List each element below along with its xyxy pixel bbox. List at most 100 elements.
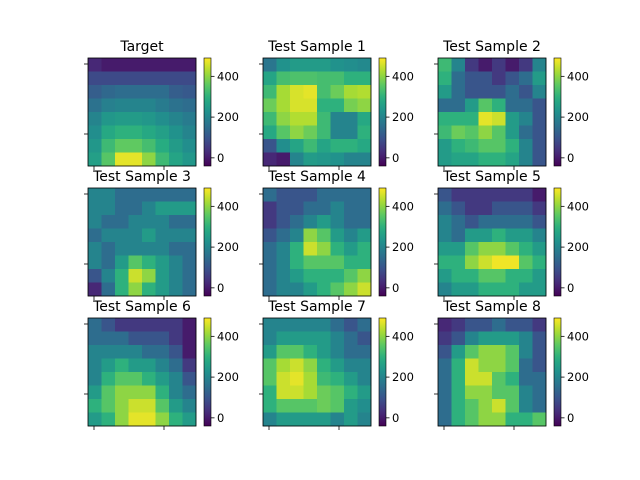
heatmap-cell: [169, 85, 183, 99]
colorbar: 0 200 400: [203, 317, 239, 427]
heatmap-cell: [290, 385, 304, 400]
heatmap-cell: [344, 58, 358, 72]
heatmap-cell: [438, 282, 452, 297]
heatmap-cell: [344, 399, 358, 413]
heatmap-cell: [142, 331, 156, 346]
heatmap-cell: [128, 152, 143, 167]
panel-title: Test Sample 8: [442, 299, 541, 315]
heatmap-cell: [519, 98, 533, 113]
heatmap-cell: [478, 269, 493, 283]
heatmap-cell: [492, 318, 506, 332]
heatmap-cell: [276, 399, 291, 413]
heatmap-cell: [451, 152, 466, 167]
heatmap-cell: [169, 282, 183, 297]
heatmap-cell: [169, 98, 183, 113]
heatmap-cell: [303, 255, 318, 270]
heatmap-cell: [317, 358, 331, 373]
heatmap-cell: [303, 372, 318, 386]
heatmap-cell: [451, 71, 466, 86]
heatmap-cell: [263, 399, 277, 413]
heatmap-cell: [142, 139, 156, 153]
heatmap-cell: [155, 71, 170, 86]
heatmap-cell: [344, 71, 358, 86]
heatmap-cell: [169, 242, 183, 256]
heatmap-cell: [142, 399, 156, 413]
colorbar: 0 200 400: [203, 57, 239, 167]
heatmap-cell: [492, 152, 506, 167]
heatmap-cell: [155, 358, 170, 373]
heatmap-cell: [101, 242, 116, 256]
heatmap-cell: [182, 125, 197, 140]
heatmap-cell: [142, 358, 156, 373]
heatmap-cell: [290, 201, 304, 216]
heatmap-cell: [357, 139, 372, 153]
heatmap-cell: [88, 399, 102, 413]
heatmap-cell: [451, 85, 466, 99]
heatmap-cell: [155, 125, 170, 140]
heatmap-cell: [344, 228, 358, 243]
heatmap-cell: [465, 139, 479, 153]
colorbar: 0 200 400: [553, 187, 589, 297]
heatmap-cell: [532, 345, 547, 359]
heatmap-cell: [290, 242, 304, 256]
panel-title: Target: [119, 39, 164, 55]
heatmap-cell: [182, 331, 197, 346]
heatmap-cell: [357, 112, 372, 126]
heatmap-cell: [357, 228, 372, 243]
heatmap-cell: [276, 331, 291, 346]
heatmap-cell: [492, 112, 506, 126]
heatmap-cell: [115, 269, 129, 283]
heatmap-cell: [88, 255, 102, 270]
heatmap-cell: [519, 58, 533, 72]
heatmap-cell: [519, 372, 533, 386]
heatmap-cell: [155, 255, 170, 270]
heatmap-cell: [465, 399, 479, 413]
heatmap-cell: [357, 85, 372, 99]
heatmap-cell: [128, 358, 143, 373]
heatmap-cell: [169, 201, 183, 216]
heatmap-cell: [344, 98, 358, 113]
heatmap-cell: [465, 71, 479, 86]
heatmap-cell: [101, 58, 116, 72]
heatmap-cell: [290, 318, 304, 332]
heatmap-cell: [303, 112, 318, 126]
colorbar-gradient: [553, 187, 562, 297]
heatmap-cell: [182, 399, 197, 413]
panel-title: Test Sample 5: [442, 169, 541, 185]
colorbar-gradient: [378, 57, 387, 167]
heatmap-cell: [451, 201, 466, 216]
heatmap-cell: [492, 385, 506, 400]
heatmap-cell: [290, 372, 304, 386]
heatmap-cell: [155, 399, 170, 413]
colorbar-tick-label: 200: [392, 370, 414, 384]
heatmap-panel-8: Test Sample 7 0 200 400: [259, 299, 414, 430]
heatmap-cell: [128, 385, 143, 400]
heatmap-cell: [330, 372, 345, 386]
heatmap-cell: [155, 58, 170, 72]
heatmap-cell: [357, 58, 372, 72]
heatmap-cell: [303, 345, 318, 359]
axes-frame: [262, 187, 372, 297]
heatmap-cell: [465, 318, 479, 332]
heatmap-cell: [155, 98, 170, 113]
colorbar-tick-label: 400: [392, 329, 414, 343]
heatmap-cell: [317, 331, 331, 346]
heatmap-cell: [128, 345, 143, 359]
heatmap-cell: [303, 152, 318, 167]
heatmap-cell: [492, 269, 506, 283]
heatmap-cell: [344, 139, 358, 153]
heatmap-cell: [317, 188, 331, 202]
heatmap-cell: [290, 228, 304, 243]
heatmap-cell: [344, 269, 358, 283]
heatmap-cell: [101, 269, 116, 283]
heatmap-cell: [182, 112, 197, 126]
heatmap-cell: [115, 399, 129, 413]
colorbar-gradient: [203, 187, 212, 297]
axes-frame: [87, 317, 197, 427]
heatmap-cell: [465, 58, 479, 72]
heatmap-cell: [142, 188, 156, 202]
heatmap-cell: [438, 318, 452, 332]
heatmap-cell: [303, 331, 318, 346]
heatmap-cell: [492, 188, 506, 202]
heatmap-cell: [519, 318, 533, 332]
